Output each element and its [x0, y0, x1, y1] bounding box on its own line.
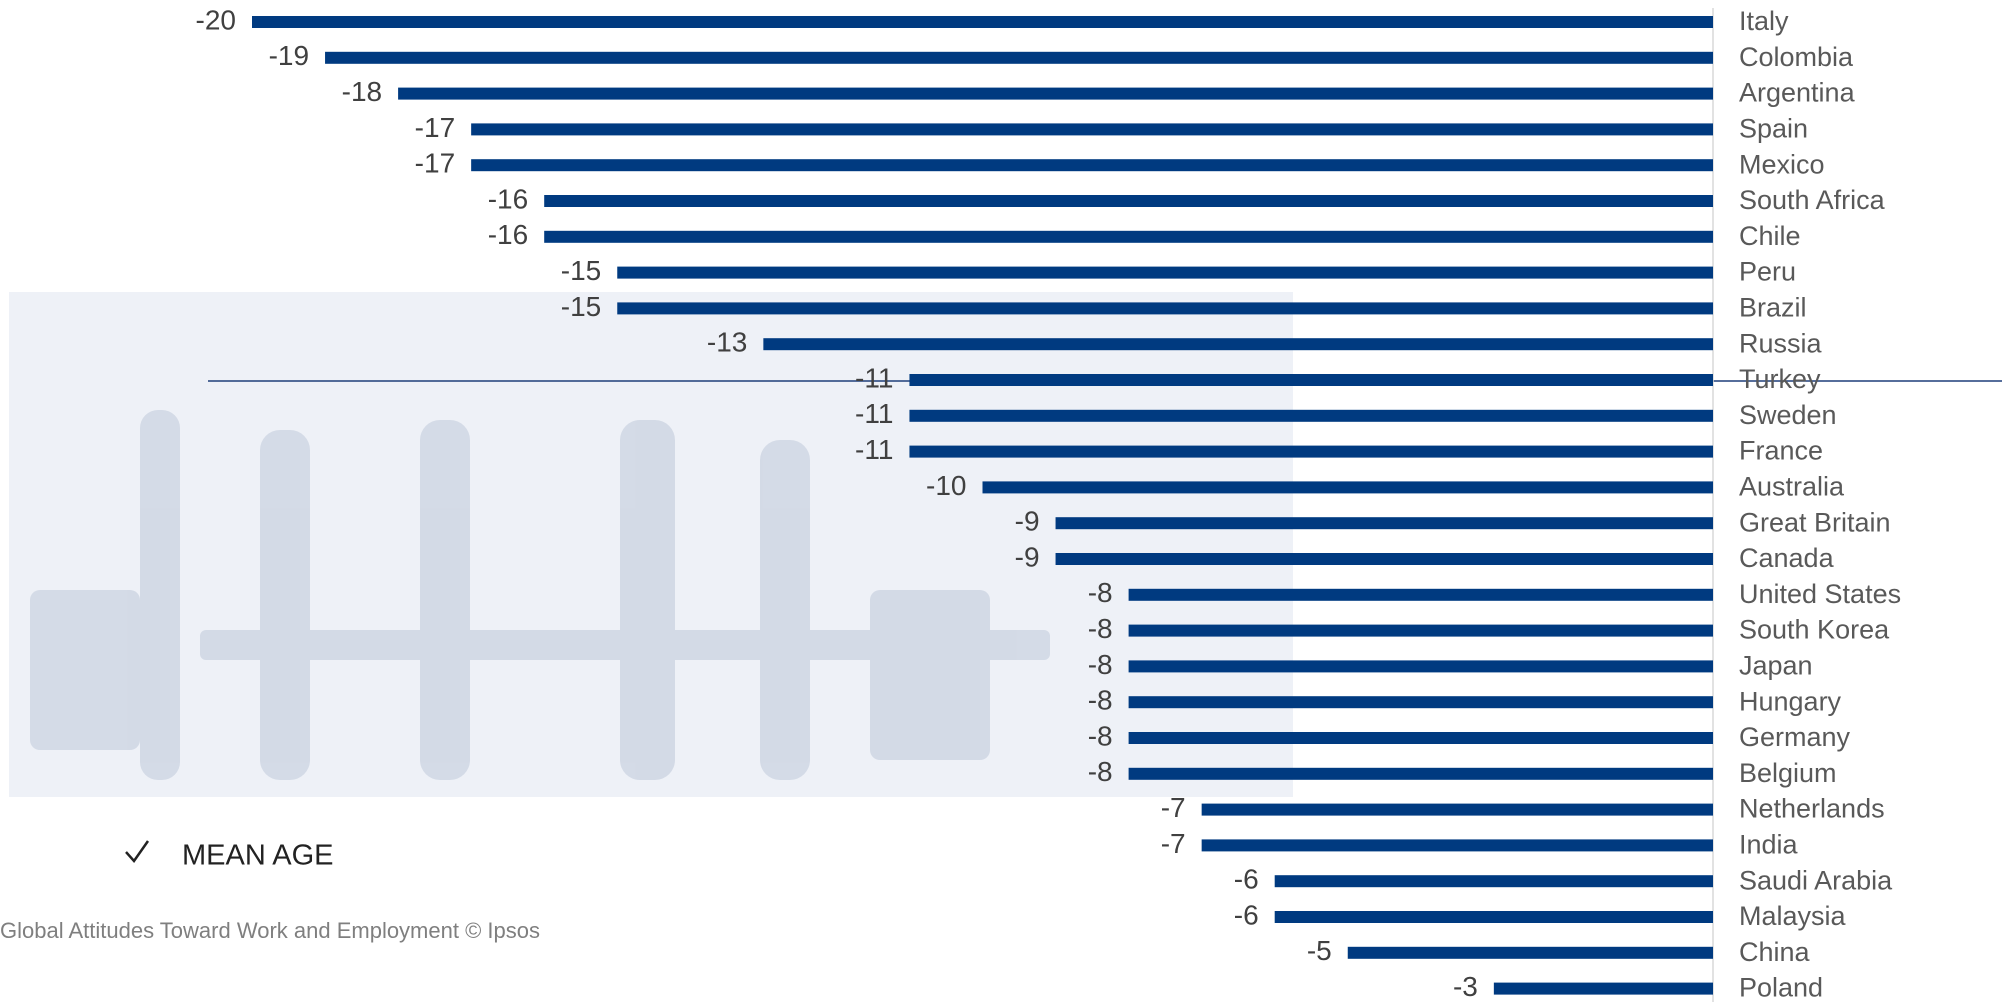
- value-label: -5: [1307, 935, 1332, 966]
- value-label: -8: [1088, 756, 1113, 787]
- category-label: Turkey: [1739, 364, 1821, 394]
- value-label: -11: [855, 434, 893, 465]
- annotation: MEAN AGE: [182, 840, 334, 872]
- bar: [983, 481, 1714, 493]
- value-label: -8: [1088, 685, 1113, 716]
- bar: [909, 374, 1713, 386]
- bar: [1348, 947, 1713, 959]
- category-label: Saudi Arabia: [1739, 865, 1893, 895]
- bar: [1494, 983, 1713, 995]
- category-label: South Korea: [1739, 615, 1890, 645]
- category-label: Argentina: [1739, 78, 1856, 108]
- value-label: -8: [1088, 649, 1113, 680]
- category-label: Netherlands: [1739, 794, 1885, 824]
- value-label: -13: [707, 327, 747, 358]
- category-label: Belgium: [1739, 758, 1837, 788]
- chart: MEAN AGE Global Attitudes Toward Work an…: [0, 0, 2002, 1002]
- value-label: -17: [415, 148, 455, 179]
- category-label: Australia: [1739, 472, 1845, 502]
- category-label: Japan: [1739, 651, 1813, 681]
- bar: [471, 159, 1713, 171]
- bar: [1056, 517, 1713, 529]
- bar: [252, 16, 1713, 28]
- value-label: -10: [926, 470, 966, 501]
- value-label: -6: [1234, 864, 1259, 895]
- category-label: Poland: [1739, 973, 1823, 1002]
- bar: [909, 410, 1713, 422]
- value-label: -15: [561, 255, 601, 286]
- bar: [1129, 660, 1713, 672]
- category-label: Mexico: [1739, 149, 1825, 179]
- value-label: -3: [1453, 971, 1478, 1002]
- bar: [1129, 768, 1713, 780]
- bar: [617, 267, 1713, 279]
- bar: [1056, 553, 1713, 565]
- bar: [1129, 696, 1713, 708]
- category-label: France: [1739, 436, 1823, 466]
- category-label: Colombia: [1739, 42, 1854, 72]
- category-label: Malaysia: [1739, 901, 1847, 931]
- value-label: -16: [488, 219, 528, 250]
- bar: [1275, 875, 1713, 887]
- value-label: -7: [1161, 792, 1186, 823]
- value-label: -8: [1088, 577, 1113, 608]
- value-label: -20: [196, 4, 236, 35]
- bar: [617, 302, 1713, 314]
- value-label: -8: [1088, 613, 1113, 644]
- bar: [398, 88, 1713, 100]
- category-label: Russia: [1739, 328, 1823, 358]
- bar: [1129, 625, 1713, 637]
- checkmark-icon: [126, 841, 148, 861]
- category-label: South Africa: [1739, 185, 1886, 215]
- value-label: -18: [342, 76, 382, 107]
- category-label: Brazil: [1739, 293, 1807, 323]
- value-label: -9: [1015, 506, 1040, 537]
- category-label: Sweden: [1739, 400, 1837, 430]
- value-label: -11: [855, 398, 893, 429]
- bar: [1129, 732, 1713, 744]
- bar: [909, 446, 1713, 458]
- bar: [471, 123, 1713, 135]
- value-label: -8: [1088, 720, 1113, 751]
- bar: [544, 231, 1713, 243]
- value-label: -17: [415, 112, 455, 143]
- category-label: Peru: [1739, 257, 1796, 287]
- bar: [1202, 839, 1713, 851]
- bar: [763, 338, 1713, 350]
- value-label: -16: [488, 183, 528, 214]
- category-label: India: [1739, 830, 1799, 860]
- footnote: Global Attitudes Toward Work and Employm…: [0, 918, 540, 943]
- category-label: Spain: [1739, 114, 1808, 144]
- category-label: China: [1739, 937, 1811, 967]
- category-label: Hungary: [1739, 686, 1842, 716]
- value-label: -11: [855, 362, 893, 393]
- value-label: -9: [1015, 541, 1040, 572]
- category-label: Great Britain: [1739, 507, 1891, 537]
- category-label: Canada: [1739, 543, 1835, 573]
- value-label: -7: [1161, 828, 1186, 859]
- value-label: -15: [561, 291, 601, 322]
- value-label: -6: [1234, 899, 1259, 930]
- category-label: Italy: [1739, 6, 1789, 36]
- bar: [1202, 804, 1713, 816]
- value-label: -19: [269, 40, 309, 71]
- category-label: Chile: [1739, 221, 1801, 251]
- bar: [1275, 911, 1713, 923]
- bar: [1129, 589, 1713, 601]
- bar: [544, 195, 1713, 207]
- bar: [325, 52, 1713, 64]
- category-label: Germany: [1739, 722, 1851, 752]
- category-label: United States: [1739, 579, 1901, 609]
